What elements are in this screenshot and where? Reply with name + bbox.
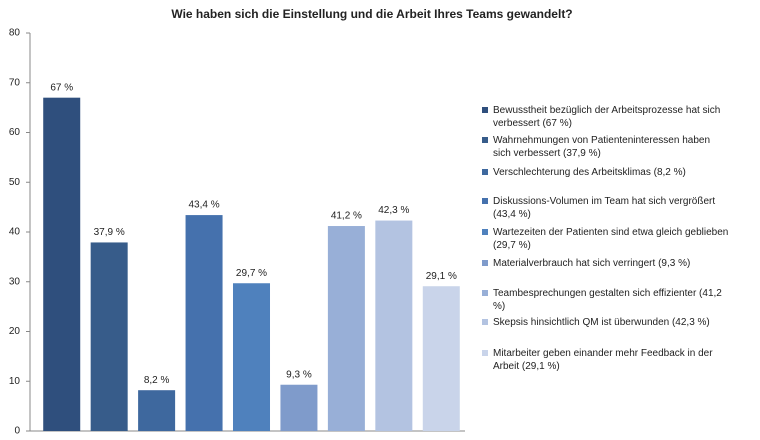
legend-label: Diskussions-Volumen im Team hat sich ver… (493, 196, 716, 220)
legend-item: Diskussions-Volumen im Team hat sich ver… (480, 195, 730, 221)
y-tick-label: 20 (9, 326, 21, 337)
data-label: 37,9 % (94, 227, 125, 238)
legend-swatch (482, 350, 488, 356)
legend-swatch (482, 107, 488, 113)
data-label: 8,2 % (144, 375, 170, 386)
bar (185, 215, 223, 431)
legend-label: Teambesprechungen gestalten sich effizie… (493, 288, 722, 312)
data-label: 41,2 % (331, 211, 362, 222)
y-tick-label: 10 (9, 376, 21, 387)
bar (280, 384, 318, 431)
legend-item: Skepsis hinsichtlich QM ist überwunden (… (480, 316, 730, 329)
data-label: 67 % (50, 82, 73, 93)
y-tick-label: 80 (9, 28, 21, 39)
data-label: 29,7 % (236, 268, 267, 279)
legend-label: Skepsis hinsichtlich QM ist überwunden (… (493, 317, 710, 328)
bar (327, 226, 365, 431)
legend-swatch (482, 169, 488, 175)
legend-item: Mitarbeiter geben einander mehr Feedback… (480, 347, 730, 373)
legend-swatch (482, 260, 488, 266)
data-label: 9,3 % (286, 369, 312, 380)
bar (138, 390, 176, 431)
legend-swatch (482, 137, 488, 143)
y-tick-label: 70 (9, 77, 21, 88)
legend-label: Wartezeiten der Patienten sind etwa glei… (493, 227, 729, 251)
data-label: 29,1 % (426, 271, 457, 282)
y-tick-label: 0 (14, 426, 20, 437)
legend-swatch (482, 198, 488, 204)
legend-item: Materialverbrauch hat sich verringert (9… (480, 257, 730, 270)
bar (43, 97, 81, 432)
legend-item: Wahrnehmungen von Patienteninteressen ha… (480, 134, 730, 160)
bar (232, 283, 271, 431)
legend-label: Verschlechterung des Arbeitsklimas (8,2 … (493, 167, 686, 178)
legend-label: Bewusstheit bezüglich der Arbeitsprozess… (493, 105, 721, 129)
legend-swatch (482, 229, 488, 235)
legend-label: Wahrnehmungen von Patienteninteressen ha… (493, 135, 711, 159)
y-tick-label: 50 (9, 177, 21, 188)
legend-item: Bewusstheit bezüglich der Arbeitsprozess… (480, 104, 730, 130)
bar (90, 242, 128, 431)
y-tick-label: 40 (9, 227, 21, 238)
legend-item: Teambesprechungen gestalten sich effizie… (480, 287, 730, 313)
y-tick-label: 60 (9, 127, 21, 138)
legend-label: Materialverbrauch hat sich verringert (9… (493, 258, 691, 269)
legend-swatch (482, 290, 488, 296)
y-tick-label: 30 (9, 276, 21, 287)
bar (375, 220, 413, 431)
bar (422, 286, 460, 431)
legend-swatch (482, 319, 488, 325)
legend-label: Mitarbeiter geben einander mehr Feedback… (493, 348, 713, 372)
legend-item: Wartezeiten der Patienten sind etwa glei… (480, 226, 730, 252)
legend-item: Verschlechterung des Arbeitsklimas (8,2 … (480, 166, 730, 179)
chart-title: Wie haben sich die Einstellung und die A… (171, 7, 572, 21)
legend: Bewusstheit bezüglich der Arbeitsprozess… (480, 0, 730, 440)
data-label: 43,4 % (188, 200, 219, 211)
data-label: 42,3 % (378, 205, 409, 216)
